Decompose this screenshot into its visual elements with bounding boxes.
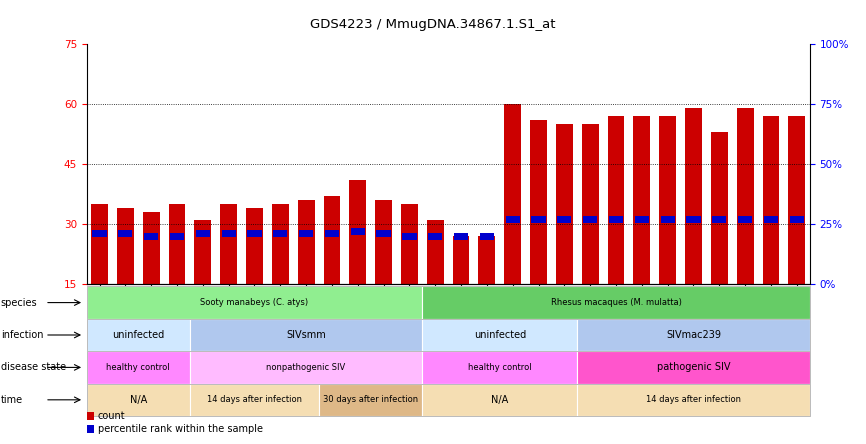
Bar (608, 116, 624, 284)
Bar (687, 216, 701, 223)
Text: healthy control: healthy control (107, 363, 170, 372)
Bar (506, 216, 520, 223)
Bar (737, 108, 753, 284)
Bar (87, 351, 190, 384)
Bar (557, 216, 572, 223)
Bar (423, 319, 578, 351)
Bar (170, 233, 184, 240)
Text: N/A: N/A (491, 395, 508, 405)
Bar (93, 230, 107, 238)
Bar (190, 384, 319, 416)
Bar (87, 384, 190, 416)
Bar (403, 233, 417, 240)
Bar (578, 351, 810, 384)
Bar (479, 236, 495, 284)
Bar (661, 216, 675, 223)
Bar (87, 425, 94, 433)
Bar (87, 286, 423, 319)
Text: uninfected: uninfected (112, 330, 165, 340)
Text: Rhesus macaques (M. mulatta): Rhesus macaques (M. mulatta) (551, 298, 682, 307)
Bar (319, 384, 423, 416)
Bar (685, 108, 701, 284)
Bar (454, 233, 469, 240)
Bar (583, 216, 598, 223)
Text: disease state: disease state (1, 362, 66, 373)
Bar (377, 230, 391, 238)
Bar (246, 208, 263, 284)
Text: 30 days after infection: 30 days after infection (323, 395, 418, 404)
Bar (453, 236, 469, 284)
Text: species: species (1, 297, 37, 308)
Bar (504, 104, 521, 284)
Text: pathogenic SIV: pathogenic SIV (656, 362, 730, 373)
Bar (87, 319, 190, 351)
Bar (578, 319, 810, 351)
Bar (87, 351, 810, 384)
Bar (143, 212, 159, 284)
Text: SIVsmm: SIVsmm (287, 330, 326, 340)
Bar (375, 200, 392, 284)
Bar (401, 204, 417, 284)
Bar (351, 228, 365, 235)
Bar (190, 351, 423, 384)
Bar (298, 200, 314, 284)
Bar (712, 216, 727, 223)
Text: 14 days after infection: 14 days after infection (646, 395, 741, 404)
Bar (169, 204, 185, 284)
Bar (423, 384, 578, 416)
Bar (349, 180, 366, 284)
Bar (788, 116, 805, 284)
Bar (190, 319, 423, 351)
Bar (480, 233, 494, 240)
Bar (87, 319, 810, 351)
Bar (91, 204, 108, 284)
Bar (427, 220, 443, 284)
Text: 14 days after infection: 14 days after infection (207, 395, 302, 404)
Bar (609, 216, 624, 223)
Bar (324, 196, 340, 284)
Bar (196, 230, 210, 238)
Text: SIVmac239: SIVmac239 (666, 330, 721, 340)
Bar (790, 216, 804, 223)
Bar (578, 384, 810, 416)
Bar (530, 120, 547, 284)
Bar (87, 286, 810, 319)
Bar (423, 351, 578, 384)
Bar (659, 116, 676, 284)
Text: GDS4223 / MmugDNA.34867.1.S1_at: GDS4223 / MmugDNA.34867.1.S1_at (310, 18, 556, 31)
Bar (299, 230, 313, 238)
Bar (220, 204, 237, 284)
Text: infection: infection (1, 330, 43, 340)
Bar (119, 230, 132, 238)
Bar (87, 412, 94, 420)
Bar (763, 116, 779, 284)
Bar (222, 230, 236, 238)
Bar (633, 116, 650, 284)
Bar (532, 216, 546, 223)
Bar (272, 204, 288, 284)
Bar (117, 208, 133, 284)
Bar (87, 384, 810, 416)
Bar (195, 220, 211, 284)
Text: time: time (1, 395, 23, 405)
Bar (556, 124, 572, 284)
Text: uninfected: uninfected (474, 330, 526, 340)
Bar (248, 230, 262, 238)
Bar (423, 286, 810, 319)
Bar (428, 233, 443, 240)
Bar (144, 233, 158, 240)
Text: N/A: N/A (130, 395, 147, 405)
Bar (738, 216, 753, 223)
Bar (325, 230, 339, 238)
Text: count: count (98, 412, 126, 421)
Bar (273, 230, 288, 238)
Bar (764, 216, 778, 223)
Text: nonpathogenic SIV: nonpathogenic SIV (267, 363, 346, 372)
Text: Sooty manabeys (C. atys): Sooty manabeys (C. atys) (200, 298, 308, 307)
Text: healthy control: healthy control (468, 363, 532, 372)
Bar (582, 124, 598, 284)
Text: percentile rank within the sample: percentile rank within the sample (98, 424, 263, 434)
Bar (711, 132, 727, 284)
Bar (635, 216, 649, 223)
